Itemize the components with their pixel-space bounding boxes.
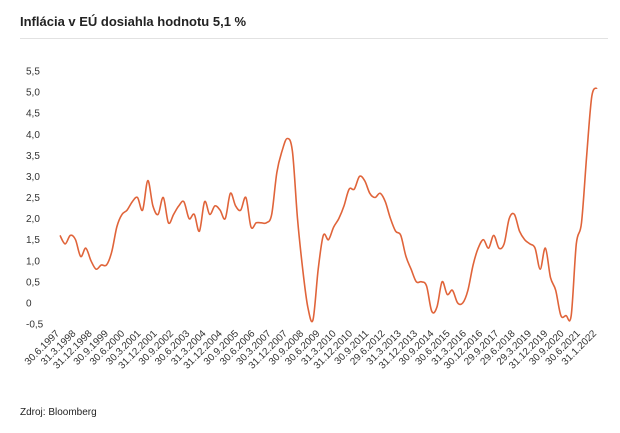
y-tick-label: 1,0 bbox=[26, 256, 40, 267]
source-note: Zdroj: Bloomberg bbox=[20, 407, 97, 418]
chart-title: Inflácia v EÚ dosiahla hodnotu 5,1 % bbox=[20, 14, 247, 29]
y-tick-label: 0 bbox=[26, 298, 32, 309]
title-divider bbox=[20, 38, 608, 39]
y-axis: -0,5 0 0,5 1,0 1,5 2,0 2,5 3,0 3,5 4,0 4,5 5,0 5,5 bbox=[26, 67, 44, 331]
y-tick-label: 0,5 bbox=[26, 277, 40, 288]
y-tick-label: 1,5 bbox=[26, 235, 40, 246]
inflation-series-line bbox=[59, 87, 598, 323]
y-tick-label: 5,5 bbox=[26, 67, 40, 78]
y-tick-label: 2,0 bbox=[26, 214, 40, 225]
y-tick-label: 3,5 bbox=[26, 151, 40, 162]
plot-area bbox=[59, 87, 598, 323]
y-tick-label: 5,0 bbox=[26, 88, 40, 99]
x-axis: 30.6.199731.3.199831.12.199830.9.199930.… bbox=[23, 328, 600, 371]
y-tick-label: 3,0 bbox=[26, 172, 40, 183]
y-tick-label: 4,0 bbox=[26, 130, 40, 141]
y-tick-label: 4,5 bbox=[26, 109, 40, 120]
y-tick-label: -0,5 bbox=[26, 320, 44, 331]
y-tick-label: 2,5 bbox=[26, 193, 40, 204]
